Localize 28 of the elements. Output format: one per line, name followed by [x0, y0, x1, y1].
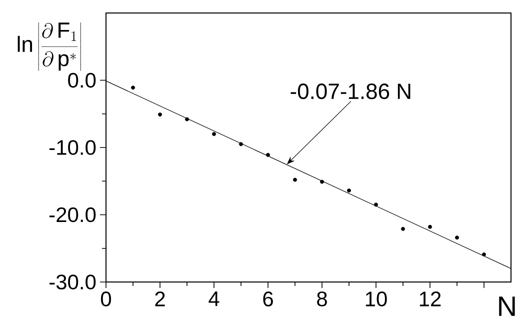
point	[212, 132, 216, 136]
point	[428, 224, 432, 229]
y-tick-label: 0.0	[68, 72, 96, 88]
point	[131, 86, 135, 90]
x-tick-label: 0	[100, 292, 112, 306]
x-tick-label: 2	[155, 292, 165, 306]
point	[347, 188, 351, 193]
y-tick-label: -10.0	[50, 140, 96, 155]
point	[266, 152, 270, 157]
x-tick-label: 12	[420, 292, 441, 306]
x-tick-label: 10	[366, 292, 387, 306]
x-tick-label: 6	[263, 292, 273, 306]
point	[374, 202, 378, 207]
y-tick-label: -20.0	[50, 207, 96, 222]
point	[320, 180, 324, 184]
point	[293, 178, 297, 182]
point	[185, 117, 189, 122]
point	[158, 112, 162, 117]
point	[482, 252, 486, 256]
x-tick-label: 8	[317, 292, 327, 306]
point	[239, 142, 243, 146]
annotation: -0.07-1.86 N	[290, 84, 410, 100]
x-axis-title: N	[499, 296, 515, 316]
point	[401, 226, 405, 231]
x-tick-label: 4	[208, 292, 220, 306]
y-tick-label: -30.0	[50, 274, 96, 290]
y-axis-title: $\mathsf{ln}\left|\frac{\partial\,\mathsf{F}_1}{\partial\,\mathsf{p}^*}\right|$	[18, 22, 81, 71]
point	[455, 236, 459, 240]
